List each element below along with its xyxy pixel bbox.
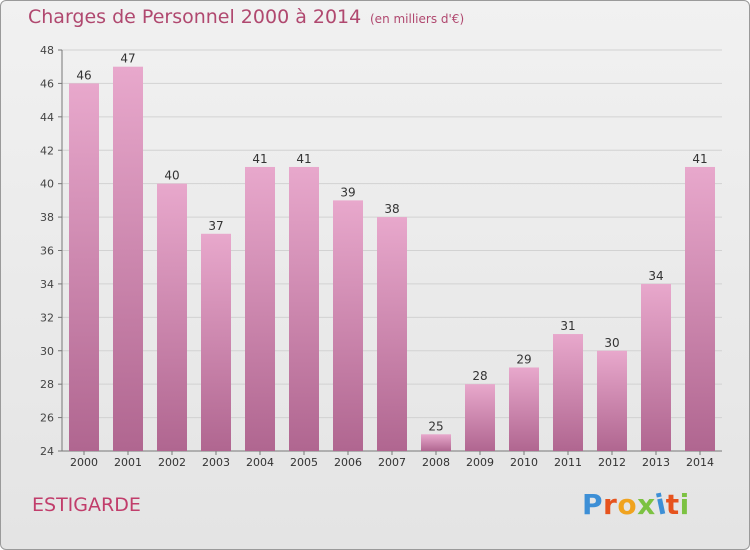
value-label-2012: 30 — [604, 336, 619, 350]
proxiti-logo[interactable]: Proxiti — [582, 487, 690, 521]
y-tick-label: 34 — [40, 278, 54, 291]
y-tick-label: 46 — [40, 77, 54, 90]
town-name: ESTIGARDE — [32, 494, 141, 516]
logo-letter: t — [665, 488, 680, 521]
value-label-2000: 46 — [76, 68, 91, 82]
value-label-2013: 34 — [648, 269, 663, 283]
bar-2001[interactable] — [113, 66, 143, 451]
value-label-2006: 39 — [340, 185, 355, 199]
x-tick-label-2004: 2004 — [246, 456, 274, 469]
bar-2012[interactable] — [597, 350, 627, 451]
value-label-2003: 37 — [208, 219, 223, 233]
logo-letter: x — [637, 488, 656, 521]
bar-2004[interactable] — [245, 166, 275, 452]
value-label-2004: 41 — [252, 152, 267, 166]
x-tick-label-2003: 2003 — [202, 456, 230, 469]
y-tick-label: 28 — [40, 378, 54, 391]
y-tick-label: 26 — [40, 412, 54, 425]
value-label-2005: 41 — [296, 152, 311, 166]
bar-2000[interactable] — [69, 83, 99, 452]
chart-title: Charges de Personnel 2000 à 2014 — [28, 6, 362, 28]
logo-letter: o — [617, 488, 638, 521]
y-tick-label: 44 — [40, 111, 54, 124]
x-tick-label-2014: 2014 — [686, 456, 714, 469]
x-tick-label-2009: 2009 — [466, 456, 494, 469]
bar-2014[interactable] — [685, 166, 715, 452]
logo-letter: P — [582, 488, 604, 521]
value-label-2001: 47 — [120, 52, 135, 66]
y-tick-label: 24 — [40, 445, 54, 458]
bar-2009[interactable] — [465, 384, 495, 451]
x-tick-label-2007: 2007 — [378, 456, 406, 469]
x-tick-label-2000: 2000 — [70, 456, 98, 469]
x-tick-label-2011: 2011 — [554, 456, 582, 469]
y-tick-label: 38 — [40, 211, 54, 224]
x-tick-label-2012: 2012 — [598, 456, 626, 469]
y-tick-label: 36 — [40, 245, 54, 258]
bar-2002[interactable] — [157, 183, 187, 451]
x-tick-label-2001: 2001 — [114, 456, 142, 469]
bar-2006[interactable] — [333, 200, 363, 451]
y-tick-label: 30 — [40, 345, 54, 358]
bar-2008[interactable] — [421, 434, 451, 451]
value-label-2011: 31 — [560, 319, 575, 333]
x-tick-label-2010: 2010 — [510, 456, 538, 469]
logo-letter: i — [679, 488, 690, 521]
bar-2005[interactable] — [289, 166, 319, 452]
y-tick-label: 32 — [40, 311, 54, 324]
value-label-2007: 38 — [384, 202, 399, 216]
y-tick-label: 42 — [40, 144, 54, 157]
y-tick-label: 48 — [40, 44, 54, 57]
value-label-2008: 25 — [428, 419, 443, 433]
bar-2003[interactable] — [201, 233, 231, 451]
value-label-2009: 28 — [472, 369, 487, 383]
y-tick-label: 40 — [40, 178, 54, 191]
value-label-2014: 41 — [692, 152, 707, 166]
logo-letter: r — [603, 488, 618, 521]
value-label-2002: 40 — [164, 169, 179, 183]
x-tick-label-2008: 2008 — [422, 456, 450, 469]
x-tick-label-2002: 2002 — [158, 456, 186, 469]
bar-2011[interactable] — [553, 334, 583, 451]
chart-subtitle: (en milliers d'€) — [370, 12, 465, 26]
x-tick-label-2013: 2013 — [642, 456, 670, 469]
bar-2013[interactable] — [641, 283, 671, 451]
x-tick-label-2005: 2005 — [290, 456, 318, 469]
bar-2007[interactable] — [377, 217, 407, 451]
bar-2010[interactable] — [509, 367, 539, 451]
x-tick-label-2006: 2006 — [334, 456, 362, 469]
value-label-2010: 29 — [516, 352, 531, 366]
